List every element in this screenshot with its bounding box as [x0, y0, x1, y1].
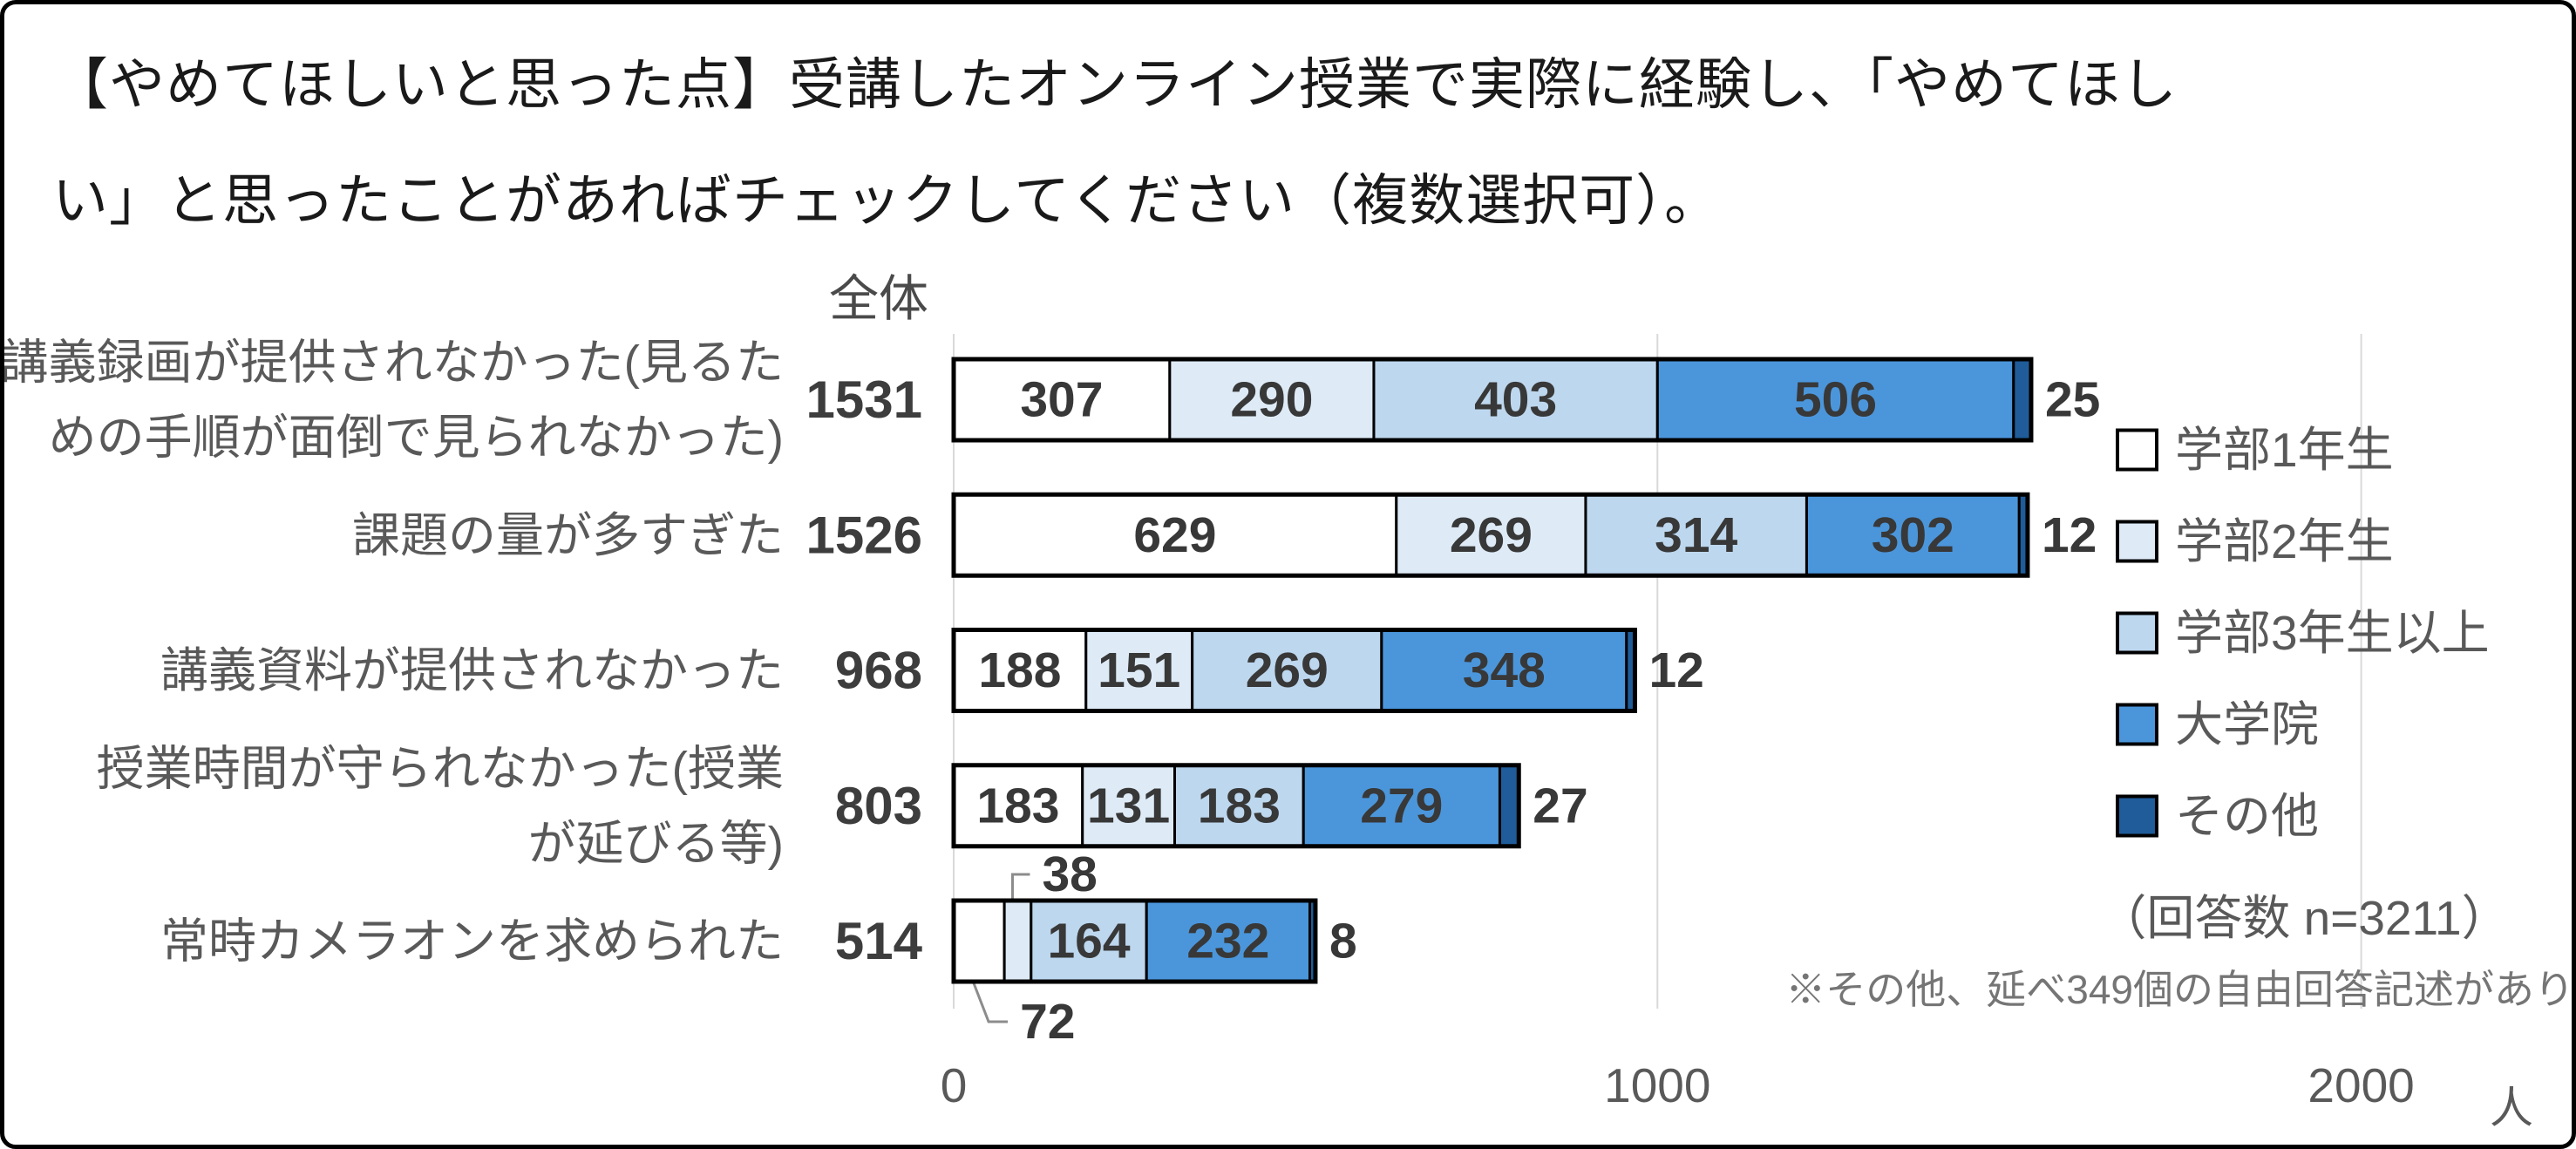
footnote-annotation: ※その他、延べ349個の自由回答記述があり: [1785, 967, 2572, 1012]
legend-label-大学院: 大学院: [2175, 697, 2319, 751]
category-label-row1-line0: 課題の量が多すぎた: [352, 508, 784, 562]
bar-outline-row3: [951, 763, 1521, 849]
segment-value-row2-seg3: 348: [1463, 642, 1546, 698]
x-tick-label-2000: 2000: [2308, 1058, 2414, 1112]
segment-value-outside-row1-seg4: 12: [2042, 507, 2097, 563]
total-label-row0: 1531: [806, 371, 922, 429]
segment-value-outside-row4-seg4: 8: [1329, 914, 1357, 969]
category-label-row2-line0: 講義資料が提供されなかった: [160, 643, 784, 697]
segment-value-row1-seg1: 269: [1450, 507, 1533, 563]
segment-value-row3-seg3: 279: [1360, 778, 1443, 833]
segment-value-row1-seg3: 302: [1872, 507, 1954, 563]
bar-outline-row4: [951, 898, 1318, 984]
bar-segment-row0-その他: [2012, 357, 2033, 442]
segment-value-row1-seg2: 314: [1655, 507, 1737, 563]
category-label-row0-line0: 講義録画が提供されなかった(見るた: [4, 336, 784, 390]
chart-title-line-2: い」と思ったことがあればチェックしてください（複数選択可）。: [52, 169, 1722, 232]
total-label-row2: 968: [835, 642, 922, 700]
bar-segment-row3-大学院: [1302, 764, 1501, 848]
legend-label-学部3年生以上: 学部3年生以上: [2175, 606, 2490, 660]
bar-segment-row4-学部2年生: [1003, 899, 1033, 983]
segment-value-row0-seg0: 307: [1020, 372, 1103, 428]
bar-segment-row1-学部3年生以上: [1584, 493, 1808, 577]
legend-swatch-学部2年生: [2116, 520, 2158, 563]
segment-value-row0-seg1: 290: [1230, 372, 1313, 428]
legend-swatch-その他: [2116, 794, 2158, 838]
segment-value-outside-row2-seg4: 12: [1648, 642, 1703, 698]
legend-swatch-学部3年生以上: [2116, 611, 2158, 655]
bar-segment-row1-学部2年生: [1395, 493, 1587, 577]
total-label-row1: 1526: [806, 506, 922, 564]
x-tick-label-0: 0: [941, 1058, 968, 1112]
x-axis-unit-label: 人: [2490, 1084, 2533, 1132]
category-label-row3-line1: が延びる等): [528, 816, 784, 870]
category-label-row4-line0: 常時カメラオンを求められた: [160, 914, 784, 969]
callout-leader-above-row4-seg1: [1010, 873, 1030, 900]
segment-value-row2-seg1: 151: [1098, 642, 1180, 698]
callout-leader-below-row4-seg0: [972, 982, 1009, 1023]
callout-value-below-row4-seg0: 72: [1020, 994, 1075, 1050]
legend-swatch-学部1年生: [2116, 428, 2158, 472]
legend-swatch-大学院: [2116, 703, 2158, 746]
chart-title: 【やめてほしいと思った点】受講したオンライン授業で実際に経験し、「やめてほし い…: [52, 27, 2178, 259]
legend-label-学部1年生: 学部1年生: [2175, 423, 2394, 477]
segment-value-row2-seg0: 188: [978, 642, 1061, 698]
bar-segment-row1-学部1年生: [952, 493, 1398, 577]
respondents-annotation: （回答数 n=3211）: [2098, 891, 2509, 945]
bar-outline-row2: [951, 628, 1637, 713]
segment-value-row4-seg3: 232: [1186, 914, 1269, 969]
category-label-row0-line1: めの手順が面倒で見られなかった): [49, 411, 784, 465]
legend-label-学部2年生: 学部2年生: [2175, 514, 2394, 568]
total-label-row3: 803: [835, 777, 922, 835]
segment-value-row2-seg2: 269: [1246, 642, 1329, 698]
category-label-row3-line0: 授業時間が守られなかった(授業: [97, 741, 784, 795]
total-label-row4: 514: [835, 912, 923, 970]
segment-value-row3-seg2: 183: [1198, 778, 1281, 833]
total-column-header: 全体: [829, 271, 928, 327]
bar-segment-row3-その他: [1498, 764, 1520, 848]
segment-value-row3-seg0: 183: [976, 778, 1059, 833]
chart-title-line-1: 【やめてほしいと思った点】受講したオンライン授業で実際に経験し、「やめてほし: [52, 53, 2178, 116]
segment-value-row1-seg0: 629: [1133, 507, 1216, 563]
bar-segment-row4-学部1年生: [952, 899, 1006, 983]
segment-value-row0-seg3: 506: [1794, 372, 1877, 428]
bar-segment-row3-学部3年生以上: [1172, 764, 1305, 848]
x-tick-label-1000: 1000: [1604, 1058, 1710, 1112]
segment-value-row0-seg2: 403: [1474, 372, 1557, 428]
segment-value-outside-row3-seg4: 27: [1533, 778, 1587, 833]
callout-value-above-row4-seg1: 38: [1042, 846, 1097, 902]
segment-value-row4-seg2: 164: [1047, 914, 1130, 969]
bar-outline-row1: [951, 492, 2030, 578]
bar-outline-row0: [951, 357, 2034, 443]
segment-value-row3-seg1: 131: [1087, 778, 1170, 833]
legend-label-その他: その他: [2175, 789, 2319, 843]
segment-value-outside-row0-seg4: 25: [2045, 372, 2100, 428]
